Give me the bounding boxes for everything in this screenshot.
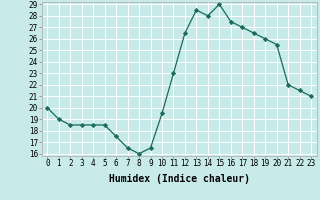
X-axis label: Humidex (Indice chaleur): Humidex (Indice chaleur): [109, 174, 250, 184]
